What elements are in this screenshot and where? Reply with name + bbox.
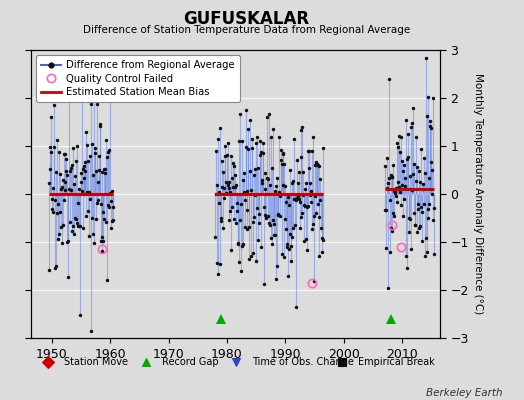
Text: GUFUSKALAR: GUFUSKALAR: [183, 10, 309, 28]
Text: Empirical Break: Empirical Break: [358, 357, 435, 367]
Legend: Difference from Regional Average, Quality Control Failed, Estimated Station Mean: Difference from Regional Average, Qualit…: [37, 55, 240, 102]
Text: Record Gap: Record Gap: [162, 357, 219, 367]
Text: Time of Obs. Change: Time of Obs. Change: [252, 357, 354, 367]
Text: Station Move: Station Move: [64, 357, 128, 367]
Y-axis label: Monthly Temperature Anomaly Difference (°C): Monthly Temperature Anomaly Difference (…: [473, 73, 483, 315]
Text: Difference of Station Temperature Data from Regional Average: Difference of Station Temperature Data f…: [83, 25, 410, 35]
Text: Berkeley Earth: Berkeley Earth: [427, 388, 503, 398]
